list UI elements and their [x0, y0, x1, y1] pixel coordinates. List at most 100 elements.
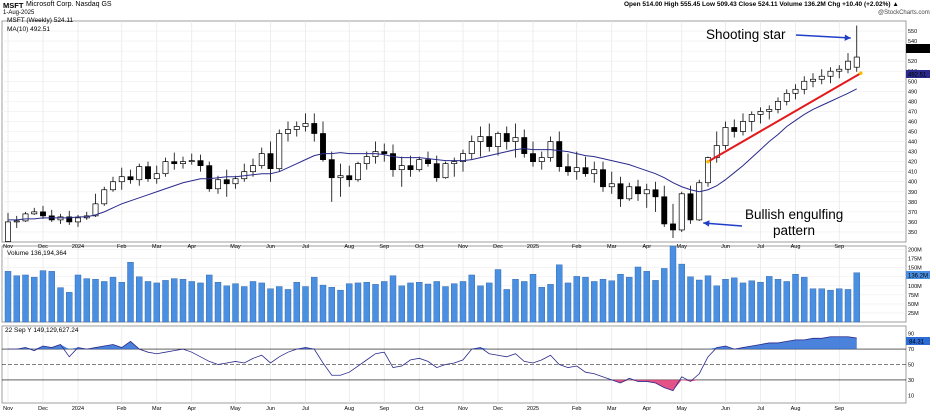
- y-axis-label: 440: [908, 140, 917, 146]
- volume-bar: [407, 282, 414, 323]
- volume-bar: [346, 283, 353, 323]
- chart-company: Microsoft Corp. Nasdaq GS: [26, 1, 112, 8]
- price-candle: [162, 157, 169, 177]
- volume-bar: [144, 281, 152, 323]
- volume-bar: [818, 288, 825, 323]
- volume-bar: [109, 276, 117, 323]
- volume-bar: [241, 286, 248, 323]
- price-candle: [302, 113, 309, 132]
- volume-bar: [4, 271, 12, 323]
- price-candle: [153, 165, 160, 184]
- volume-bar: [661, 268, 668, 323]
- price-candle: [258, 147, 265, 169]
- price-candle: [836, 65, 843, 79]
- price-candle: [827, 67, 834, 84]
- price-candle: [818, 69, 825, 85]
- volume-axis-label: 100M: [908, 284, 922, 290]
- x-axis-label: Feb: [572, 244, 581, 250]
- price-candle: [766, 105, 773, 120]
- price-candle: [171, 152, 178, 170]
- x-axis-label: Feb: [117, 406, 126, 412]
- x-axis-label: 2024: [72, 244, 84, 250]
- volume-axis-label: 50M: [908, 302, 919, 308]
- volume-bar: [459, 281, 467, 323]
- x-axis-label: 2025: [527, 406, 539, 412]
- ohlc-readout: Open 514.00 High 555.45 Low 509.43 Close…: [624, 1, 899, 8]
- price-candle: [582, 156, 589, 177]
- price-candle: [731, 119, 738, 138]
- price-candle: [652, 181, 659, 212]
- volume-bar: [92, 279, 99, 323]
- price-candle: [188, 153, 195, 165]
- price-candle: [145, 161, 151, 182]
- price-candle: [407, 155, 414, 177]
- y-axis-label: 350: [908, 230, 917, 236]
- x-axis-label: Mar: [152, 244, 162, 250]
- svg-text:524.11: 524.11: [908, 46, 928, 53]
- indicator-axis-label: 30: [908, 378, 914, 384]
- volume-bar: [363, 281, 370, 323]
- x-axis-label: May: [230, 244, 241, 250]
- x-axis-label: May: [677, 244, 688, 250]
- volume-bar: [48, 271, 55, 323]
- x-axis-label: May: [230, 406, 241, 412]
- x-axis-label: Apr: [642, 244, 651, 250]
- price-candle: [801, 76, 808, 95]
- y-axis-label: 540: [908, 39, 917, 45]
- x-axis-label: Jun: [721, 244, 730, 250]
- price-candle: [670, 203, 676, 238]
- volume-bar: [827, 289, 834, 323]
- x-axis-label: Nov: [3, 244, 13, 250]
- price-candle: [5, 212, 11, 242]
- volume-value-tag: 136.2M: [906, 271, 930, 280]
- volume-bar: [634, 266, 642, 323]
- price-candle: [232, 175, 239, 189]
- chart-symbol: MSFT: [3, 1, 24, 10]
- price-candle: [783, 89, 790, 106]
- volume-bar: [486, 282, 493, 323]
- ma-value-tag: 492.51: [906, 70, 930, 79]
- x-axis-label: 2025: [527, 244, 539, 250]
- shooting-star-arrow: [795, 34, 851, 41]
- volume-bar: [31, 276, 38, 323]
- y-axis-label: 460: [908, 119, 917, 125]
- trendline: [707, 72, 862, 163]
- price-candle: [530, 141, 536, 167]
- price-candle: [31, 207, 38, 215]
- price-candle: [416, 156, 423, 172]
- x-axis-label: Jun: [266, 244, 275, 250]
- x-axis-label: Jul: [757, 244, 764, 250]
- svg-text:136.2M: 136.2M: [908, 274, 928, 280]
- volume-bar: [162, 280, 169, 323]
- x-axis-label: Dec: [38, 406, 48, 412]
- price-candle: [792, 84, 799, 100]
- y-axis-label: 390: [908, 190, 917, 196]
- price-candle: [538, 151, 545, 170]
- x-axis-label: Nov: [458, 406, 468, 412]
- price-candle: [442, 161, 449, 179]
- shooting-star-label: Shooting star: [706, 27, 786, 42]
- price-candle: [775, 97, 781, 114]
- volume-bar: [521, 281, 528, 323]
- volume-axis-label: 175M: [908, 257, 922, 263]
- volume-bar: [389, 275, 397, 323]
- volume-bar: [188, 281, 195, 323]
- volume-bar: [748, 280, 755, 323]
- price-candle: [215, 175, 221, 194]
- volume-bar: [416, 281, 423, 323]
- price-candle: [92, 193, 99, 217]
- volume-bar: [381, 281, 388, 323]
- price-candle: [398, 156, 405, 187]
- volume-axis-label: 200M: [908, 248, 922, 254]
- volume-bar: [503, 289, 510, 323]
- y-axis-label: 490: [908, 89, 917, 95]
- price-candle: [591, 161, 598, 183]
- price-candle: [696, 179, 703, 221]
- volume-bar: [293, 281, 300, 323]
- y-axis-label: 420: [908, 160, 917, 166]
- x-axis-label: Feb: [572, 406, 581, 412]
- price-candle: [293, 121, 300, 137]
- volume-bar: [442, 286, 449, 323]
- y-axis-label: 450: [908, 130, 917, 136]
- x-axis-label: Jun: [721, 406, 730, 412]
